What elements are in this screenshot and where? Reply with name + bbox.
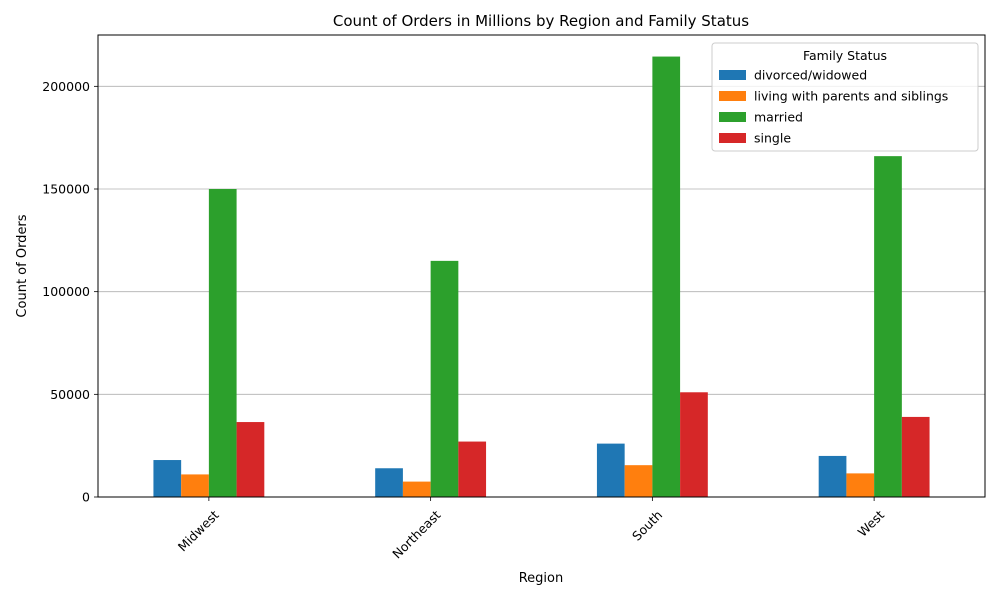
legend-label: living with parents and siblings (754, 89, 948, 104)
x-tick-label: Northeast (389, 507, 443, 561)
bar-living-with-parents-and-siblings-northeast (402, 481, 431, 497)
bar-single-west (901, 416, 930, 497)
bar-single-south (680, 392, 708, 497)
y-tick-label: 50000 (50, 387, 90, 402)
legend-frame (711, 42, 979, 152)
bars (153, 56, 930, 498)
legend: Family Status divorced/widowed living wit… (711, 42, 979, 152)
bar-divorced-widowed-west (818, 455, 847, 497)
y-tick-label: 150000 (42, 182, 90, 197)
legend-label: single (754, 131, 791, 146)
bar-living-with-parents-and-siblings-west (846, 473, 875, 497)
x-axis-title: Region (519, 571, 564, 586)
bar-living-with-parents-and-siblings-south (624, 465, 653, 497)
legend-swatch (719, 133, 746, 143)
legend-swatch (719, 91, 746, 101)
bar-living-with-parents-and-siblings-midwest (181, 474, 209, 497)
legend-swatch (719, 70, 746, 80)
legend-label: married (754, 110, 803, 125)
y-axis-title: Count of Orders (15, 214, 30, 317)
y-tick-label: 200000 (42, 79, 90, 94)
bar-married-northeast (430, 260, 459, 497)
y-tick-label: 0 (82, 490, 90, 505)
axes (97, 34, 986, 498)
bar-married-west (874, 156, 902, 497)
chart-title: Count of Orders in Millions by Region an… (333, 12, 749, 30)
y-ticks: 0 50000 100000 150000 200000 (42, 79, 98, 505)
legend-label: divorced/widowed (754, 68, 867, 83)
x-tick-label: South (629, 507, 665, 543)
bar-divorced-widowed-south (596, 443, 625, 497)
legend-title: Family Status (803, 48, 887, 63)
bar-married-midwest (208, 189, 237, 497)
legend-swatch (719, 112, 746, 122)
x-tick-label: West (855, 507, 887, 539)
bar-divorced-widowed-northeast (375, 468, 403, 497)
bar-single-northeast (458, 441, 487, 497)
bar-married-south (652, 56, 681, 498)
x-ticks: Midwest Northeast South West (175, 497, 887, 562)
bar-divorced-widowed-midwest (153, 460, 182, 497)
x-tick-label: Midwest (175, 507, 222, 554)
bar-single-midwest (236, 422, 265, 497)
plot-frame (97, 34, 986, 498)
y-tick-label: 100000 (42, 284, 90, 299)
